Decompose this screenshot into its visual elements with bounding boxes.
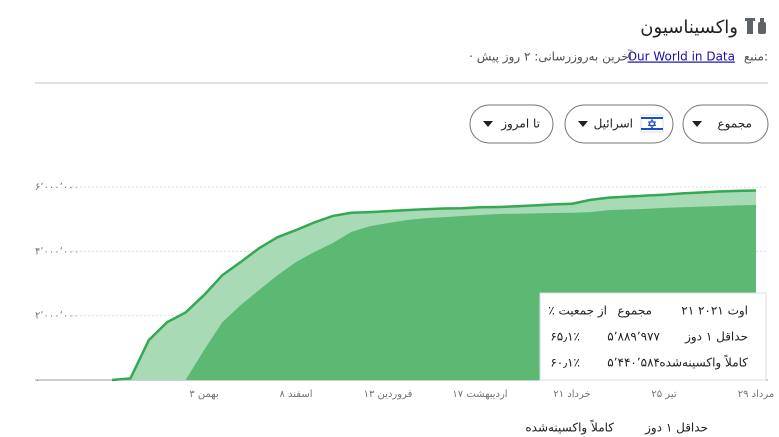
tooltip-total: ۵٬۸۸۹٬۹۷۷ <box>607 330 660 344</box>
tooltip-total: ۵٬۴۴۰٬۵۸۴ <box>607 356 660 370</box>
tooltip-header: مجموع <box>618 304 652 319</box>
dropdown-label: تا امروز <box>500 117 540 132</box>
legend-entry[interactable]: کاملاً واکسینه‌شده <box>525 420 614 436</box>
tooltip-percent: ۶۵٫۱٪ <box>550 330 580 344</box>
tooltip-percent: ۶۰٫۱٪ <box>550 356 580 370</box>
israel-flag <box>640 114 664 133</box>
line <box>111 189 757 382</box>
dropdown-label: مجموع <box>718 117 752 132</box>
x-tick-label: فروردین ۱۳ <box>364 389 413 400</box>
tooltip-date: ۲۱ اوت ۲۰۲۱ <box>681 304 748 319</box>
country-dropdown[interactable]: اسرائیل <box>564 104 674 144</box>
x-tick-label: اردیبهشت ۱۷ <box>452 389 507 400</box>
y-tick-label: ۶٬۰۰۰٬۰۰۰ <box>35 182 79 193</box>
tooltip-row-name: کاملاً واکسینه‌شده <box>659 355 748 371</box>
source-label: منبع: <box>744 50 768 64</box>
legend-entry[interactable]: حداقل ۱ دوز <box>644 421 708 436</box>
card-title: واکسیناسیون <box>640 17 738 38</box>
tooltip-header: ٪ از جمعیت <box>548 304 607 319</box>
x-tick-label: بهمن ۳ <box>189 389 218 400</box>
y-tick-label: ۴٬۰۰۰٬۰۰۰ <box>35 246 79 257</box>
x-tick-label: مرداد ۲۹ <box>738 389 775 400</box>
tooltip-row-name: حداقل ۱ دوز <box>684 330 748 345</box>
x-tick-label: اسفند ۸ <box>279 389 312 400</box>
x-tick-label: تیر ۲۵ <box>651 389 676 400</box>
tooltip: ۲۱ اوت ۲۰۲۱ مجموع ٪ از جمعیت حداقل ۱ دوز… <box>539 292 767 381</box>
y-tick-label: ۲٬۰۰۰٬۰۰۰ <box>35 311 79 322</box>
range-dropdown[interactable]: تا امروز <box>469 104 554 144</box>
syringe-icon <box>745 18 766 34</box>
dropdown-label: اسرائیل <box>594 117 633 132</box>
source-link[interactable]: Our World in Data <box>628 50 735 64</box>
updated-note: · آخرین به‌روزرسانی: ۲ روز پیش <box>469 49 633 65</box>
metric-dropdown[interactable]: مجموع <box>682 104 769 144</box>
x-tick-label: خرداد ۲۱ <box>553 389 590 400</box>
